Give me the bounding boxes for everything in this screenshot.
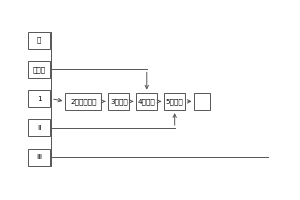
Text: Ⅱ: Ⅱ <box>38 125 41 131</box>
FancyBboxPatch shape <box>28 119 50 136</box>
FancyBboxPatch shape <box>136 93 157 110</box>
Text: 纳米铜: 纳米铜 <box>33 66 46 73</box>
FancyBboxPatch shape <box>28 149 50 166</box>
Text: 3、过滤: 3、过滤 <box>110 98 128 105</box>
FancyBboxPatch shape <box>28 90 50 107</box>
FancyBboxPatch shape <box>65 93 101 110</box>
Text: 称: 称 <box>37 37 41 43</box>
Text: Ⅲ: Ⅲ <box>37 154 42 160</box>
FancyBboxPatch shape <box>108 93 129 110</box>
Text: 2、加热煮开: 2、加热煮开 <box>70 98 97 105</box>
Text: 4、发酵: 4、发酵 <box>138 98 156 105</box>
FancyBboxPatch shape <box>164 93 185 110</box>
FancyBboxPatch shape <box>28 61 50 78</box>
FancyBboxPatch shape <box>194 93 210 110</box>
Text: 1: 1 <box>37 96 42 102</box>
FancyBboxPatch shape <box>28 32 50 49</box>
Text: 5、搅拌: 5、搅拌 <box>166 98 184 105</box>
